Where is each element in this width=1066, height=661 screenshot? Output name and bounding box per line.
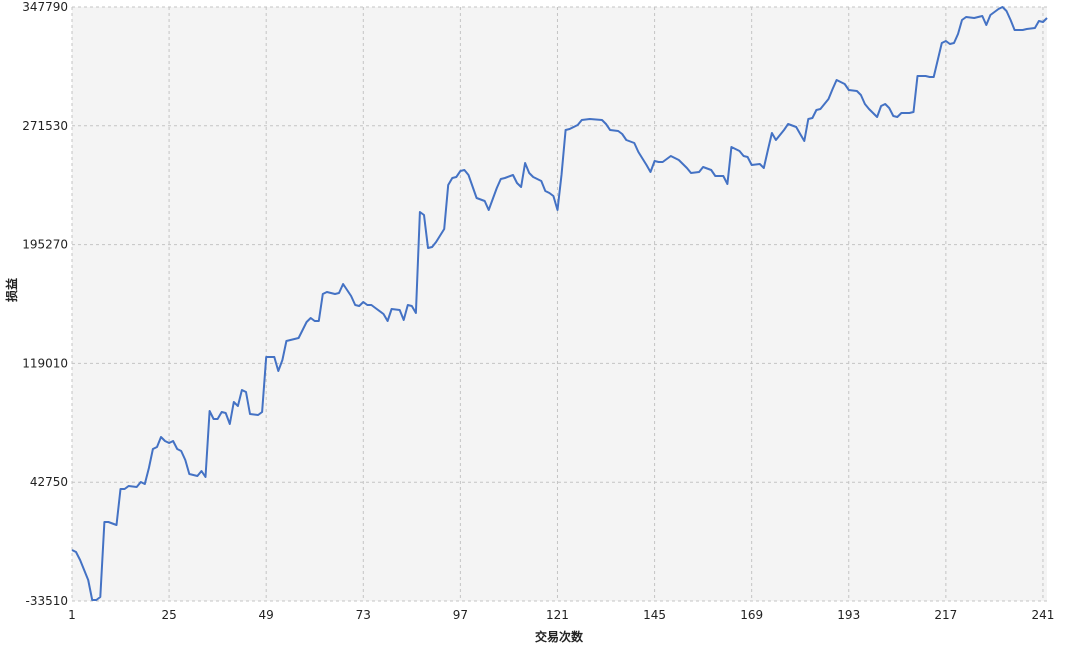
x-tick-label: 169 (740, 608, 763, 622)
x-tick-label: 145 (643, 608, 666, 622)
x-tick-label: 193 (837, 608, 860, 622)
plot-area (72, 7, 1047, 601)
y-tick-label: 42750 (30, 475, 68, 489)
line-series (71, 6, 1048, 601)
x-axis-title: 交易次数 (535, 629, 584, 644)
x-tick-label: 49 (259, 608, 274, 622)
y-tick-label: -33510 (25, 594, 68, 608)
x-tick-label: 73 (356, 608, 371, 622)
y-tick-label: 195270 (22, 238, 68, 252)
x-tick-label: 25 (161, 608, 176, 622)
x-tick-label: 217 (934, 608, 957, 622)
x-tick-label: 1 (68, 608, 76, 622)
x-tick-label: 121 (546, 608, 569, 622)
y-tick-label: 271530 (22, 119, 68, 133)
x-tick-label: 97 (453, 608, 468, 622)
x-tick-label: 241 (1032, 608, 1055, 622)
y-tick-label: 119010 (22, 356, 68, 370)
y-axis-title: 损益 (4, 278, 19, 302)
y-tick-label: 347790 (22, 0, 68, 14)
